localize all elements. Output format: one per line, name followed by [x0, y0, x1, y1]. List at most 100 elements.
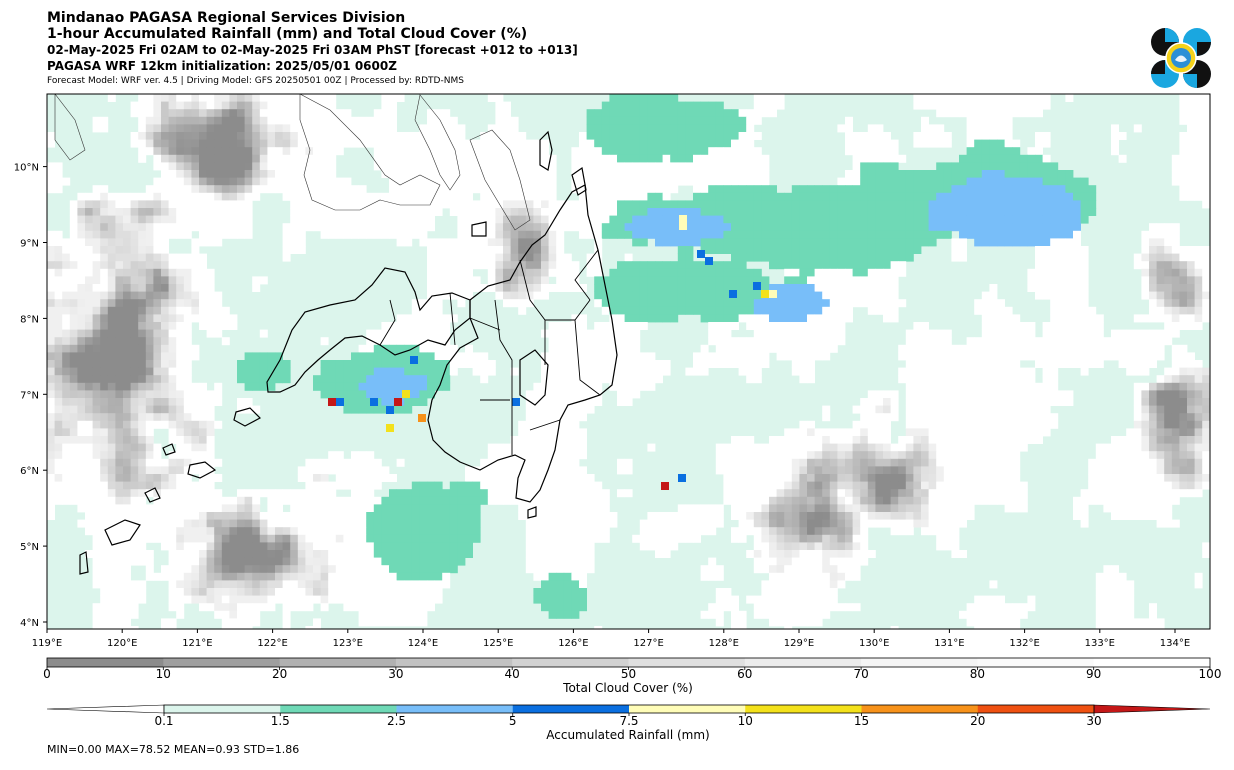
- grid-cell: [92, 329, 101, 338]
- grid-cell: [419, 314, 428, 323]
- grid-cell: [647, 101, 656, 110]
- grid-cell: [1035, 344, 1043, 353]
- grid-cell: [928, 352, 937, 361]
- grid-cell: [85, 230, 93, 239]
- grid-cell: [282, 253, 291, 262]
- grid-cell: [244, 132, 253, 140]
- grid-cell: [229, 139, 238, 148]
- grid-cell: [335, 147, 344, 156]
- grid-cell: [533, 428, 542, 437]
- grid-cell: [837, 261, 846, 270]
- grid-cell: [784, 253, 793, 262]
- grid-cell: [123, 466, 131, 475]
- grid-cell: [715, 139, 724, 148]
- grid-cell: [921, 420, 929, 429]
- grid-cell: [579, 177, 587, 186]
- grid-cell: [966, 428, 975, 437]
- grid-cell: [123, 428, 131, 437]
- grid-cell: [1202, 276, 1210, 285]
- grid-cell: [905, 177, 914, 186]
- grid-cell: [381, 139, 390, 148]
- grid-cell: [647, 139, 656, 148]
- grid-cell: [47, 413, 55, 422]
- grid-cell: [525, 253, 534, 262]
- grid-cell: [313, 101, 321, 110]
- grid-cell: [495, 268, 504, 277]
- grid-cell: [328, 94, 337, 102]
- grid-cell: [176, 147, 185, 156]
- grid-cell: [989, 390, 998, 399]
- grid-cell: [168, 116, 177, 125]
- grid-cell: [731, 276, 739, 285]
- grid-cell: [145, 466, 154, 475]
- grid-cell: [343, 360, 352, 368]
- grid-cell: [69, 208, 78, 216]
- grid-cell: [107, 268, 116, 277]
- grid-cell: [601, 200, 610, 209]
- grid-cell: [989, 238, 998, 247]
- grid-cell: [784, 246, 793, 254]
- grid-cell: [85, 443, 93, 452]
- grid-cell: [890, 200, 899, 209]
- grid-cell: [1057, 223, 1066, 232]
- grid-cell: [297, 223, 306, 232]
- grid-cell: [913, 398, 922, 406]
- grid-cell: [69, 398, 78, 406]
- grid-cell: [1194, 436, 1203, 444]
- grid-cell: [275, 367, 283, 376]
- grid-cell: [677, 101, 686, 110]
- grid-cell: [974, 192, 983, 201]
- grid-cell: [1057, 246, 1066, 254]
- grid-cell: [639, 276, 648, 285]
- grid-cell: [1179, 474, 1188, 482]
- grid-cell: [1019, 177, 1028, 186]
- grid-cell: [1202, 306, 1210, 315]
- grid-cell: [259, 132, 268, 140]
- grid-cell: [525, 154, 534, 163]
- grid-cell: [715, 291, 724, 300]
- grid-cell: [1088, 474, 1097, 482]
- grid-cell: [1035, 405, 1043, 414]
- grid-cell: [776, 208, 785, 216]
- grid-cell: [997, 101, 1005, 110]
- grid-cell: [883, 177, 891, 186]
- grid-cell: [632, 390, 641, 399]
- grid-cell: [609, 337, 618, 346]
- grid-cell: [997, 398, 1005, 406]
- grid-cell: [533, 466, 542, 475]
- grid-cell: [845, 436, 853, 444]
- grid-cell: [419, 329, 428, 338]
- grid-cell: [989, 322, 998, 330]
- grid-cell: [594, 200, 603, 209]
- grid-cell: [883, 466, 891, 475]
- grid-cell: [487, 154, 496, 163]
- grid-cell: [852, 238, 861, 247]
- grid-cell: [837, 299, 846, 308]
- grid-cell: [130, 398, 139, 406]
- grid-cell: [563, 284, 572, 292]
- grid-cell: [1065, 352, 1074, 361]
- grid-cell: [890, 215, 899, 224]
- grid-cell: [161, 177, 169, 186]
- grid-cell: [85, 322, 93, 330]
- grid-cell: [883, 284, 891, 292]
- grid-cell: [639, 223, 648, 232]
- grid-cell: [381, 109, 390, 118]
- grid-cell: [731, 284, 739, 292]
- grid-cell: [715, 116, 724, 125]
- grid-cell: [1042, 162, 1051, 171]
- grid-cell: [617, 154, 625, 163]
- grid-cell: [1073, 360, 1081, 368]
- grid-cell: [852, 230, 861, 239]
- grid-cell: [221, 109, 230, 118]
- grid-cell: [579, 367, 587, 376]
- grid-cell: [168, 451, 177, 460]
- grid-cell: [77, 367, 86, 376]
- grid-cell: [503, 208, 511, 216]
- grid-cell: [579, 322, 587, 330]
- grid-cell: [814, 474, 823, 482]
- grid-cell: [419, 185, 428, 194]
- grid-cell: [586, 474, 595, 482]
- grid-cell: [214, 398, 223, 406]
- grid-cell: [548, 253, 557, 262]
